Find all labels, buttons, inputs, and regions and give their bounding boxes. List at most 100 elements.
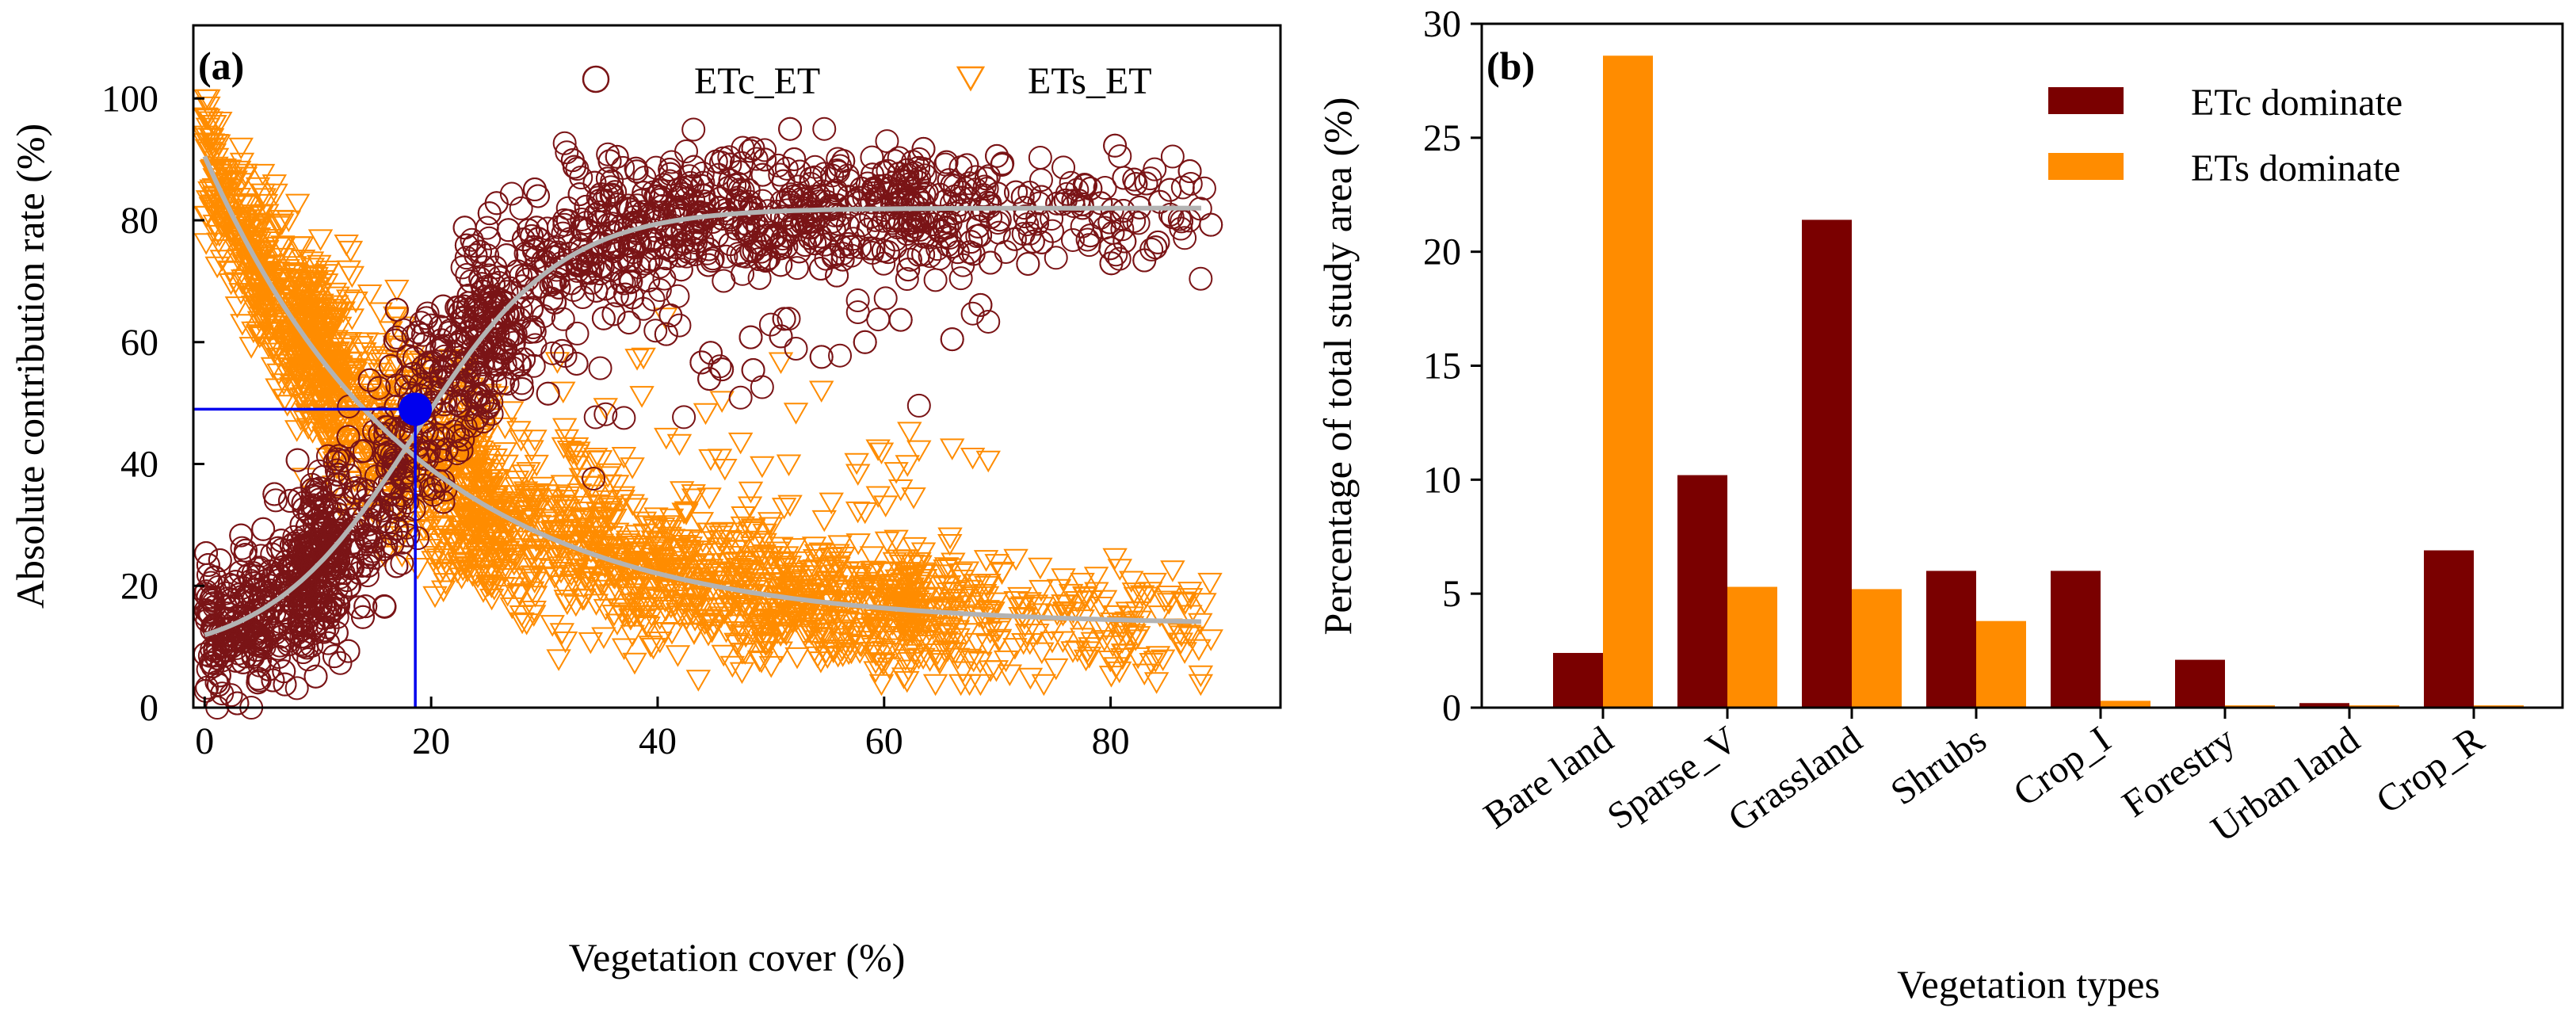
ets-et-point [1029, 642, 1055, 665]
ets-et-point [670, 581, 695, 603]
etc-et-point [605, 193, 629, 217]
etc-et-point [911, 136, 936, 161]
ets-et-point [299, 411, 324, 434]
ets-et-point [978, 660, 1003, 682]
etc-et-point [1060, 227, 1085, 252]
y-tick-label: 0 [139, 687, 158, 729]
ets-et-point [564, 444, 590, 467]
etc-et-point [278, 489, 303, 514]
etc-et-point [322, 644, 346, 669]
etc-et-point [645, 184, 670, 208]
ets-et-point [563, 437, 590, 460]
panel-b-x-axis-label: Vegetation types [1897, 962, 2160, 1006]
etc-et-point [636, 269, 661, 293]
ets-et-point [666, 546, 691, 569]
ets-et-point [874, 531, 900, 554]
etc-et-point [672, 405, 696, 430]
etc-et-point [888, 307, 913, 332]
etc-et-point [509, 196, 533, 220]
ets-et-point [899, 595, 925, 617]
etc-et-point [866, 307, 891, 332]
etc-et-point [654, 322, 678, 346]
ets-et-point [583, 594, 609, 616]
ets-et-point [513, 481, 539, 504]
ets-et-point [1073, 586, 1098, 609]
etc-et-point [406, 526, 430, 551]
ets-et-point [546, 547, 571, 570]
x-tick-label: 20 [412, 720, 450, 762]
etc-et-point [449, 438, 474, 463]
ets-et-point [738, 481, 764, 504]
etc-et-point [1075, 227, 1100, 252]
etc-et-point [990, 152, 1014, 177]
ets-et-point [582, 484, 608, 507]
ets-et-point [620, 457, 645, 479]
ets-et-point [228, 137, 254, 160]
etc-et-point [373, 422, 398, 446]
ets-et-point [878, 578, 903, 601]
etc-et-point [912, 224, 937, 249]
ets-et-point [494, 491, 520, 514]
ets-et-point [658, 520, 683, 542]
ets-et-point [781, 605, 807, 627]
ets-et-point [784, 647, 810, 670]
ets-et-point [221, 229, 246, 252]
ets-et-point [640, 530, 666, 553]
ets-et-point [802, 548, 828, 571]
ets-et-point [194, 205, 219, 228]
ets-et-point [897, 422, 922, 444]
ets-et-point [249, 288, 275, 311]
ets-et-point [681, 623, 707, 646]
intersection-point [399, 392, 433, 426]
ets-et-point [775, 577, 800, 599]
ets-et-point [623, 498, 649, 521]
etc-et-point [583, 405, 608, 430]
etc-et-point [396, 344, 421, 368]
etc-et-point [642, 235, 666, 260]
ets-et-point [570, 519, 595, 542]
etc-et-point [860, 145, 884, 170]
ets-et-point [725, 565, 751, 587]
ets-et-point [1188, 665, 1214, 688]
ets-et-point [997, 664, 1023, 687]
etc-et-point [597, 149, 622, 174]
etc-et-point [639, 227, 664, 251]
etc-et-point [550, 338, 574, 363]
ets-et-point [1129, 585, 1155, 607]
ets-et-point [861, 582, 886, 605]
etc-et-point [431, 355, 456, 380]
etc-et-point [312, 618, 337, 643]
etc-et-point [448, 388, 473, 413]
etc-et-point [750, 162, 775, 187]
etc-et-point [444, 357, 468, 381]
ets-et-point [492, 442, 517, 464]
bar-etc-crop-r [2424, 550, 2474, 708]
etc-et-point [536, 381, 560, 406]
etc-et-point [948, 266, 973, 291]
ets-et-point [284, 193, 311, 216]
ets-et-point [683, 597, 708, 620]
ets-et-point [706, 537, 731, 559]
ets-et-point [294, 304, 320, 326]
etc-et-point [267, 645, 292, 670]
etc-et-point [1189, 266, 1213, 291]
ets-et-point [819, 492, 844, 515]
etc-et-point [697, 367, 722, 391]
etc-et-point [448, 394, 472, 418]
etc-et-point [778, 116, 803, 141]
ets-et-point [338, 240, 364, 263]
etc-et-point [367, 376, 391, 400]
etc-et-point [315, 444, 340, 468]
etc-et-point [222, 610, 246, 635]
etc-et-point [616, 311, 641, 335]
etc-et-point [857, 236, 882, 261]
ets-et-point [749, 651, 774, 674]
ets-et-point [685, 670, 712, 692]
etc-et-point [229, 523, 254, 548]
ets-et-point [618, 586, 643, 609]
ets-et-point [845, 501, 871, 524]
etc-et-point [860, 162, 884, 187]
ets-et-point [247, 214, 273, 236]
etc-et-point [985, 143, 1009, 168]
ets-et-point [807, 619, 834, 642]
